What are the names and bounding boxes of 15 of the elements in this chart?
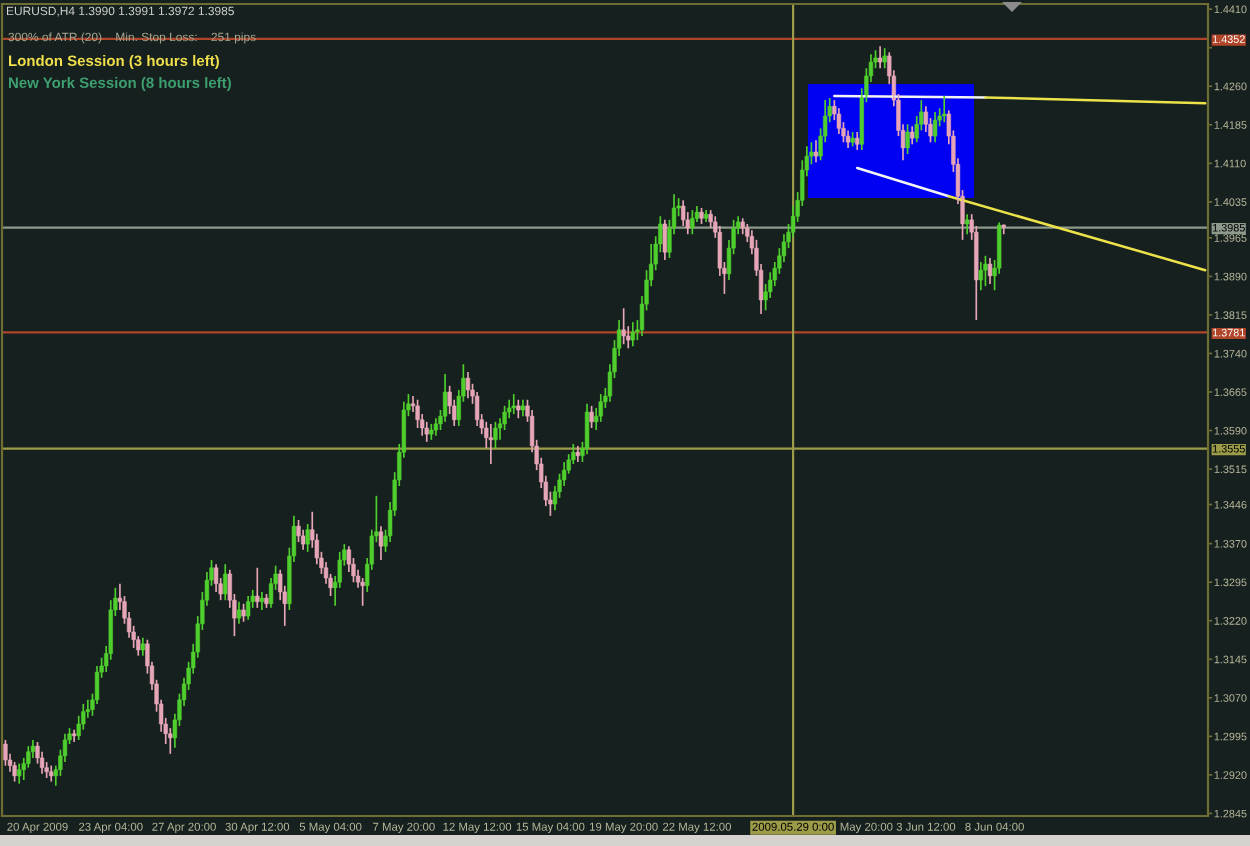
candlestick	[813, 139, 819, 164]
candlestick	[3, 739, 8, 767]
candlestick	[296, 519, 301, 543]
candlestick	[511, 393, 516, 415]
candlestick	[589, 405, 594, 429]
candlestick	[415, 398, 420, 429]
candlestick	[584, 402, 590, 456]
candlestick	[690, 209, 695, 236]
candlestick	[621, 307, 626, 346]
candlestick	[493, 420, 498, 449]
candlestick	[516, 398, 521, 420]
candlestick	[905, 123, 910, 155]
candlestick	[12, 761, 17, 783]
candlestick	[520, 398, 526, 418]
candlestick	[1001, 223, 1006, 236]
